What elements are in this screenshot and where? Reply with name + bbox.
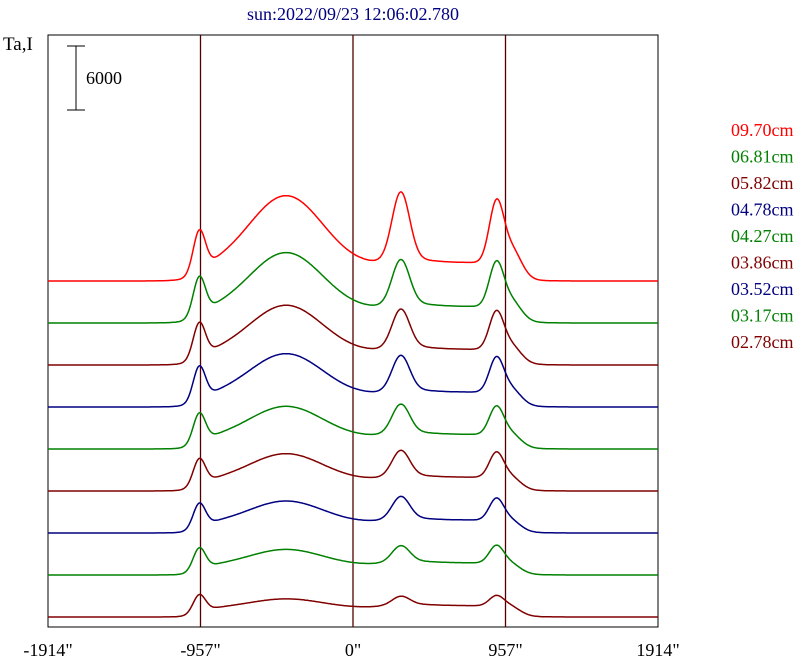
legend-entry-03.86cm: 03.86cm [731, 253, 794, 273]
x-tick-label-3: 957" [488, 640, 522, 660]
x-tick-label-1: -957" [180, 640, 220, 660]
scale-bar: 6000 [67, 45, 122, 111]
legend-entry-03.17cm: 03.17cm [731, 306, 794, 326]
x-tick-label-2: 0" [345, 640, 361, 660]
series-line-03.52cm [48, 495, 658, 534]
legend-entry-06.81cm: 06.81cm [731, 147, 794, 167]
series-line-04.78cm [48, 352, 658, 408]
legend-entry-09.70cm: 09.70cm [731, 120, 794, 140]
series-line-09.70cm [48, 190, 658, 282]
legend-entry-04.27cm: 04.27cm [731, 226, 794, 246]
series-line-05.82cm [48, 304, 658, 366]
series-line-03.86cm [48, 449, 658, 492]
scale-bar-label: 6000 [86, 68, 122, 88]
series-line-06.81cm [48, 251, 658, 324]
legend: 09.70cm 06.81cm 05.82cm 04.78cm 04.27cm 03.86… [731, 120, 794, 352]
series-curves [48, 190, 658, 618]
reference-lines [199, 35, 507, 627]
legend-entry-05.82cm: 05.82cm [731, 173, 794, 193]
series-line-02.78cm [48, 593, 658, 618]
x-tick-label-4: 1914" [636, 640, 679, 660]
series-line-03.17cm [48, 544, 658, 576]
y-axis-label: Ta,I [3, 34, 33, 55]
legend-entry-04.78cm: 04.78cm [731, 200, 794, 220]
x-tick-labels: -1914" -957" 0" 957" 1914" [23, 640, 679, 660]
chart-title: sun:2022/09/23 12:06:02.780 [247, 4, 459, 24]
x-tick-label-0: -1914" [23, 640, 72, 660]
series-line-04.27cm [48, 403, 658, 450]
legend-entry-02.78cm: 02.78cm [731, 332, 794, 352]
legend-entry-03.52cm: 03.52cm [731, 279, 794, 299]
